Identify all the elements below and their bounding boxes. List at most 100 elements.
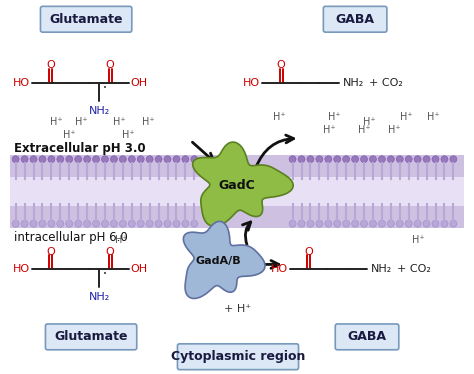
Text: O: O (106, 60, 114, 70)
Circle shape (101, 156, 109, 163)
Circle shape (57, 156, 64, 163)
Circle shape (137, 220, 144, 227)
Text: GadC: GadC (219, 178, 255, 191)
Circle shape (396, 156, 403, 163)
Text: H⁺: H⁺ (63, 131, 75, 140)
Circle shape (352, 220, 359, 227)
Circle shape (66, 156, 73, 163)
Circle shape (423, 220, 430, 227)
Text: H⁺: H⁺ (358, 125, 370, 135)
Circle shape (378, 156, 385, 163)
Circle shape (110, 220, 118, 227)
Circle shape (316, 220, 323, 227)
Circle shape (414, 156, 421, 163)
Text: O: O (106, 246, 114, 257)
Circle shape (316, 156, 323, 163)
FancyBboxPatch shape (46, 324, 137, 350)
Circle shape (75, 220, 82, 227)
Circle shape (21, 220, 28, 227)
Text: Cytoplasmic region: Cytoplasmic region (171, 350, 305, 363)
Circle shape (307, 156, 314, 163)
Circle shape (307, 220, 314, 227)
Circle shape (370, 156, 376, 163)
Circle shape (325, 220, 332, 227)
Polygon shape (183, 221, 265, 298)
Circle shape (441, 220, 448, 227)
Text: HO: HO (271, 264, 288, 275)
FancyBboxPatch shape (177, 344, 299, 370)
Circle shape (325, 156, 332, 163)
Text: H⁺: H⁺ (328, 111, 341, 122)
Text: H⁺: H⁺ (115, 234, 127, 245)
Text: NH₂: NH₂ (371, 264, 392, 275)
Text: HO: HO (12, 264, 29, 275)
Circle shape (92, 156, 100, 163)
Circle shape (405, 220, 412, 227)
Text: H⁺: H⁺ (323, 125, 336, 135)
Text: H⁺: H⁺ (112, 117, 125, 128)
Text: H⁺: H⁺ (427, 111, 440, 122)
Text: intracellular pH 6.0: intracellular pH 6.0 (14, 231, 128, 244)
Circle shape (66, 220, 73, 227)
Circle shape (387, 156, 394, 163)
Text: OH: OH (131, 264, 148, 275)
Circle shape (119, 156, 127, 163)
Circle shape (75, 156, 82, 163)
Text: NH₂: NH₂ (89, 105, 109, 116)
Circle shape (101, 220, 109, 227)
Bar (9, 155, 465, 228)
Text: HO: HO (243, 78, 260, 88)
Circle shape (450, 220, 457, 227)
Text: O: O (46, 60, 55, 70)
FancyBboxPatch shape (323, 6, 387, 32)
Text: H⁺: H⁺ (412, 234, 425, 245)
Circle shape (92, 220, 100, 227)
Circle shape (298, 156, 305, 163)
FancyBboxPatch shape (335, 324, 399, 350)
Text: GadA/B: GadA/B (195, 257, 241, 266)
Circle shape (164, 220, 171, 227)
Circle shape (182, 220, 189, 227)
Circle shape (289, 156, 296, 163)
Circle shape (387, 220, 394, 227)
Text: H⁺: H⁺ (50, 117, 63, 128)
Text: + CO₂: + CO₂ (397, 264, 431, 275)
Circle shape (83, 156, 91, 163)
Circle shape (432, 156, 439, 163)
Circle shape (39, 220, 46, 227)
Text: •: • (103, 85, 107, 91)
Circle shape (450, 156, 457, 163)
Circle shape (173, 220, 180, 227)
Circle shape (441, 156, 448, 163)
Circle shape (110, 156, 118, 163)
Text: H⁺: H⁺ (401, 111, 413, 122)
Circle shape (191, 220, 198, 227)
Circle shape (39, 156, 46, 163)
Circle shape (146, 220, 153, 227)
Text: Glutamate: Glutamate (55, 330, 128, 343)
Circle shape (12, 220, 19, 227)
FancyBboxPatch shape (40, 6, 132, 32)
Circle shape (173, 156, 180, 163)
Text: GABA: GABA (347, 330, 386, 343)
Circle shape (48, 220, 55, 227)
Text: + CO₂: + CO₂ (369, 78, 403, 88)
Bar (9, 177, 465, 206)
Circle shape (298, 220, 305, 227)
Text: H⁺: H⁺ (273, 111, 286, 122)
Text: Glutamate: Glutamate (49, 13, 123, 26)
Circle shape (370, 220, 376, 227)
Text: H⁺: H⁺ (388, 125, 400, 135)
Circle shape (343, 156, 350, 163)
Circle shape (289, 220, 296, 227)
Circle shape (146, 156, 153, 163)
Circle shape (155, 220, 162, 227)
Text: •: • (103, 272, 107, 278)
Circle shape (21, 156, 28, 163)
Circle shape (128, 220, 135, 227)
Circle shape (191, 156, 198, 163)
Text: H⁺: H⁺ (122, 131, 135, 140)
Circle shape (182, 156, 189, 163)
Circle shape (414, 220, 421, 227)
Text: H⁺: H⁺ (75, 117, 88, 128)
